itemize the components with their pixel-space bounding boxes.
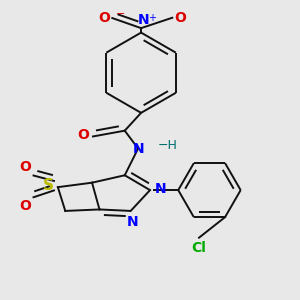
Text: N: N [132,142,144,155]
Text: −: − [116,9,125,19]
Text: N: N [126,215,138,230]
Text: O: O [98,11,110,25]
Text: O: O [19,199,31,213]
Text: +: + [148,13,157,23]
Text: O: O [77,128,89,142]
Text: N: N [154,182,166,196]
Text: O: O [174,11,186,25]
Text: Cl: Cl [192,241,206,255]
Text: −H: −H [158,139,177,152]
Text: O: O [19,160,31,174]
Text: N: N [138,13,150,27]
Text: S: S [42,178,53,193]
